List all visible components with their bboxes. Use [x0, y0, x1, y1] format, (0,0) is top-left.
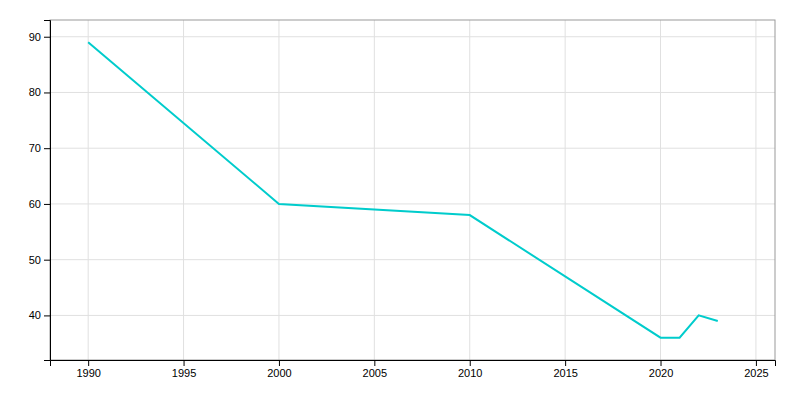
tick-label: 60 — [29, 198, 41, 210]
tick-label: 1995 — [172, 367, 196, 379]
tick-mark — [661, 360, 662, 366]
chart-container: 1990 1995 2000 2005 2010 2015 2020 2025 40 50 60 70… — [0, 0, 800, 400]
tick-mark — [279, 360, 280, 366]
grid-line-y — [50, 315, 775, 316]
tick-label: 2005 — [363, 367, 387, 379]
tick-mark — [374, 360, 375, 366]
marks — [88, 42, 718, 337]
grid-line-y — [50, 92, 775, 93]
plot: 1990 1995 2000 2005 2010 2015 2020 2025 40 50 60 70… — [29, 20, 776, 379]
tick-mark — [44, 260, 50, 261]
grid-line-y — [50, 36, 775, 37]
tick-mark — [44, 315, 50, 316]
grid-line-x — [565, 20, 566, 360]
grid-line-x — [660, 20, 661, 360]
tick-label: 2000 — [267, 367, 291, 379]
tick-mark — [88, 360, 89, 366]
grid-line-x — [469, 20, 470, 360]
tick-label: 90 — [29, 31, 41, 43]
y-axis: 40 50 60 70 80 90 — [29, 21, 51, 361]
tick: 1995 — [172, 360, 196, 379]
tick: 2020 — [649, 360, 673, 379]
tick: 80 — [29, 86, 50, 98]
tick: 60 — [29, 198, 50, 210]
grid-line-y — [50, 148, 775, 149]
tick-mark — [470, 360, 471, 366]
tick-label: 70 — [29, 142, 41, 154]
tick-label: 1990 — [76, 367, 100, 379]
line — [88, 42, 718, 337]
grid-line-y — [50, 203, 775, 204]
tick-mark — [44, 204, 50, 205]
tick: 90 — [29, 31, 50, 43]
tick-label: 2015 — [553, 367, 577, 379]
tick: 1990 — [76, 360, 100, 379]
axis-line — [44, 21, 51, 361]
tick-label: 80 — [29, 86, 41, 98]
tick-mark — [44, 92, 50, 93]
tick: 50 — [29, 254, 50, 266]
tick-label: 50 — [29, 254, 41, 266]
tick-mark — [565, 360, 566, 366]
tick: 2005 — [363, 360, 387, 379]
tick: 70 — [29, 142, 50, 154]
tick: 2025 — [744, 360, 768, 379]
grid-line-x — [755, 20, 756, 360]
grid-line-x — [88, 20, 89, 360]
tick-label: 2025 — [744, 367, 768, 379]
chart-svg: 1990 1995 2000 2005 2010 2015 2020 2025 40 50 60 70… — [0, 0, 800, 400]
grid-line-x — [374, 20, 375, 360]
x-axis: 1990 1995 2000 2005 2010 2015 2020 2025 — [51, 360, 776, 379]
tick-label: 2010 — [458, 367, 482, 379]
tick-mark — [44, 148, 50, 149]
tick-label: 2020 — [649, 367, 673, 379]
grid-line-x — [278, 20, 279, 360]
grid-line-y — [50, 259, 775, 260]
tick: 2010 — [458, 360, 482, 379]
tick-mark — [184, 360, 185, 366]
grid-line-x — [183, 20, 184, 360]
tick: 2000 — [267, 360, 291, 379]
axis-line — [51, 361, 776, 367]
tick-label: 40 — [29, 309, 41, 321]
tick-mark — [44, 37, 50, 38]
tick-mark — [756, 360, 757, 366]
grid — [50, 20, 775, 360]
plot-frame — [50, 20, 775, 360]
tick: 2015 — [553, 360, 577, 379]
tick: 40 — [29, 309, 50, 321]
